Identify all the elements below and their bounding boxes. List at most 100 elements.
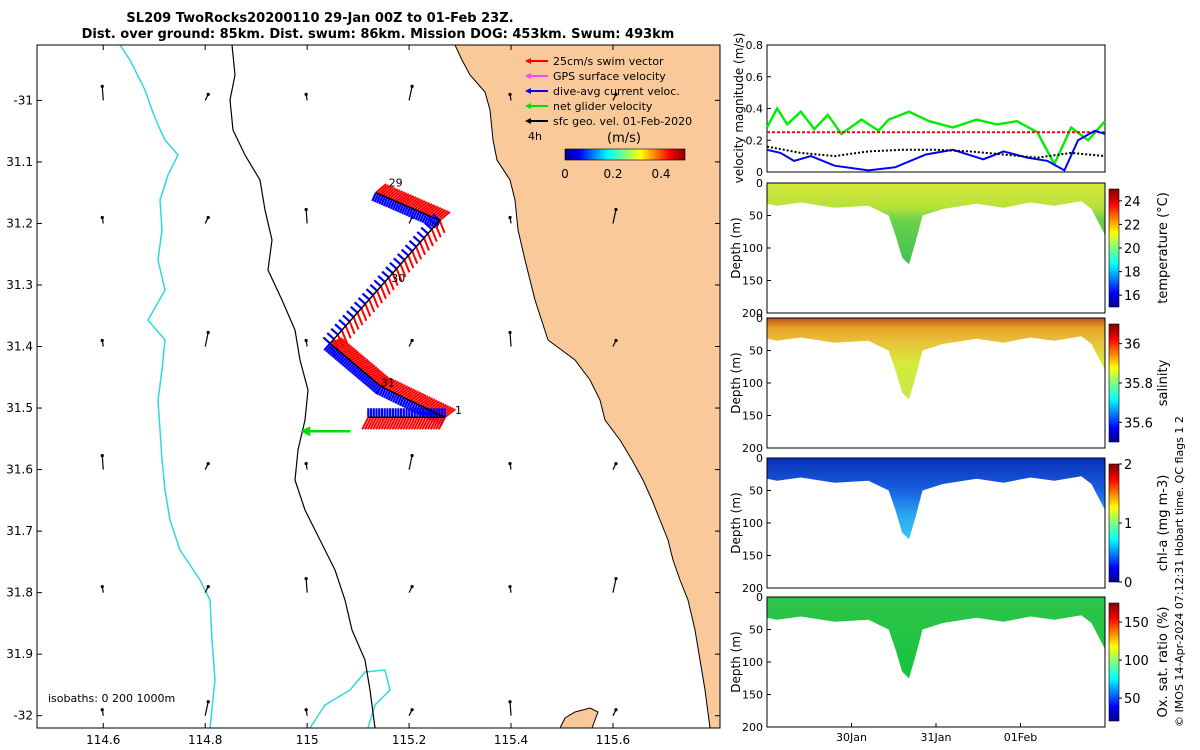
map-x-ticks: 114.6 114.8 115 115.2 115.4 115.6 [86, 45, 630, 747]
geo-arrow-head [100, 215, 104, 220]
swim-vector [372, 416, 381, 430]
section-colorbar-tick: 1 [1124, 517, 1132, 532]
swim-vector [409, 198, 422, 209]
dive-current-vector [412, 210, 418, 220]
dive-current-vector [393, 257, 402, 266]
legend-arrowhead [525, 58, 531, 64]
dive-current-vector [421, 213, 428, 224]
swim-vector [419, 396, 431, 406]
dive-current-vector [377, 275, 386, 283]
section-data-fill [767, 183, 1105, 265]
swim-vector [432, 402, 445, 413]
swim-vector [382, 378, 395, 389]
swim-vector [387, 380, 400, 391]
section-colorbar-tick: 35.6 [1124, 416, 1153, 431]
geo-arrow-head [304, 577, 308, 581]
dive-current-vector [394, 202, 400, 212]
section-colorbar-label: chl-a (mg m-3) [1156, 475, 1171, 572]
swim-vector [415, 246, 423, 260]
dive-current-vector [375, 194, 382, 204]
swim-vector [391, 190, 403, 201]
dive-current-vector [376, 386, 383, 396]
swim-vector [399, 263, 407, 278]
swim-vector [428, 400, 441, 411]
swim-vector [425, 205, 437, 216]
legend-label: 25cm/s swim vector [553, 55, 664, 68]
geo-arrow-head [508, 461, 512, 466]
map-y-ticks: -31 31.1 31.2 31.3 31.4 31.5 31.6 31.7 31.8 31.9 -… [6, 93, 720, 723]
swim-vector [391, 416, 400, 430]
dive-current-vector [392, 393, 398, 403]
dive-current-vector [381, 270, 390, 279]
section-colorbar-tick: 50 [1124, 692, 1141, 707]
swim-vector [413, 416, 422, 430]
section-colorbar-label: Ox. sat. ratio (%) [1156, 607, 1171, 718]
dive-current-vector [336, 353, 344, 362]
map-ytick-label: 31.7 [6, 524, 33, 538]
section-colorbar-tick: 36 [1124, 338, 1141, 353]
swim-vector [402, 195, 415, 206]
legend-label: sfc geo. vel. 01-Feb-2020 [553, 115, 692, 128]
dive-current-vector [419, 213, 425, 223]
swim-vector [403, 259, 411, 273]
legend-arrowhead [525, 103, 531, 109]
dive-current-vector [387, 391, 394, 401]
dive-current-vector [370, 382, 379, 392]
geo-arrow-head [410, 708, 414, 712]
section-colorbar-tick: 150 [1124, 616, 1149, 631]
imos-note: © IMOS 14-Apr-2024 07:12:31 Hobart time.… [1173, 416, 1186, 727]
dive-current-vector [412, 235, 421, 244]
geo-arrow-head [100, 338, 104, 343]
geo-arrow-head [206, 585, 210, 589]
geo-arrow-head [100, 585, 104, 589]
dive-current-vector [425, 215, 432, 226]
swim-vector [329, 337, 343, 345]
section-ytick-label: 150 [742, 275, 763, 288]
geo-arrow-head [206, 700, 210, 704]
legend-label: net glider velocity [553, 100, 653, 113]
dive-current-vector [353, 301, 363, 310]
velocity-ytick-label: 0.8 [746, 39, 764, 52]
legend-arrowhead [525, 88, 531, 94]
legend-label: dive-avg current veloc. [553, 85, 680, 98]
swim-vector [405, 389, 418, 400]
section-colorbar-label: temperature (°C) [1156, 192, 1171, 304]
velocity-y-ticks: 0 0.2 0.4 0.6 0.8 [746, 39, 771, 179]
swim-vector [403, 388, 416, 399]
dive-current-vector [404, 244, 413, 252]
swim-vector [384, 187, 396, 198]
swim-vector [333, 340, 347, 348]
swim-vector [420, 203, 433, 214]
swim-vector [391, 272, 399, 286]
section-ytick-label: 100 [742, 517, 763, 530]
geo-arrow-head [614, 461, 618, 466]
swim-vector [364, 303, 372, 317]
section-colorbar-tick: 22 [1124, 218, 1141, 233]
swim-vector [436, 209, 449, 221]
swim-vector [383, 416, 392, 430]
swim-vector [444, 408, 456, 419]
geo-arrow-head [206, 330, 210, 335]
isobath-200 [229, 45, 376, 728]
dive-current-vector [403, 206, 409, 216]
section-ytick-label: 50 [749, 345, 763, 358]
swim-vector [368, 299, 376, 313]
section-ytick-label: 50 [749, 210, 763, 223]
velocity-ylabel: velocity magnitude (m/s) [732, 33, 746, 184]
section-colorbar-tick: 2 [1124, 458, 1132, 473]
map-panel: 29 30 31 1 114.6 114.8 115 115.2 115.4 115.6 -31… [6, 44, 721, 747]
swim-vector [331, 338, 345, 346]
geo-arrow-head [614, 577, 618, 581]
velocity-colorbar-tick: 0.2 [603, 167, 622, 181]
dive-current-vector [359, 373, 368, 382]
swim-vector [366, 367, 380, 376]
day-label: 30 [391, 272, 405, 285]
dive-current-vector [424, 222, 433, 230]
island-south [559, 707, 599, 728]
geo-arrow-head [304, 207, 308, 212]
swim-vector [410, 416, 419, 430]
dive-current-vector [332, 350, 341, 359]
swim-vector [362, 364, 376, 373]
dive-current-vector [346, 310, 355, 318]
